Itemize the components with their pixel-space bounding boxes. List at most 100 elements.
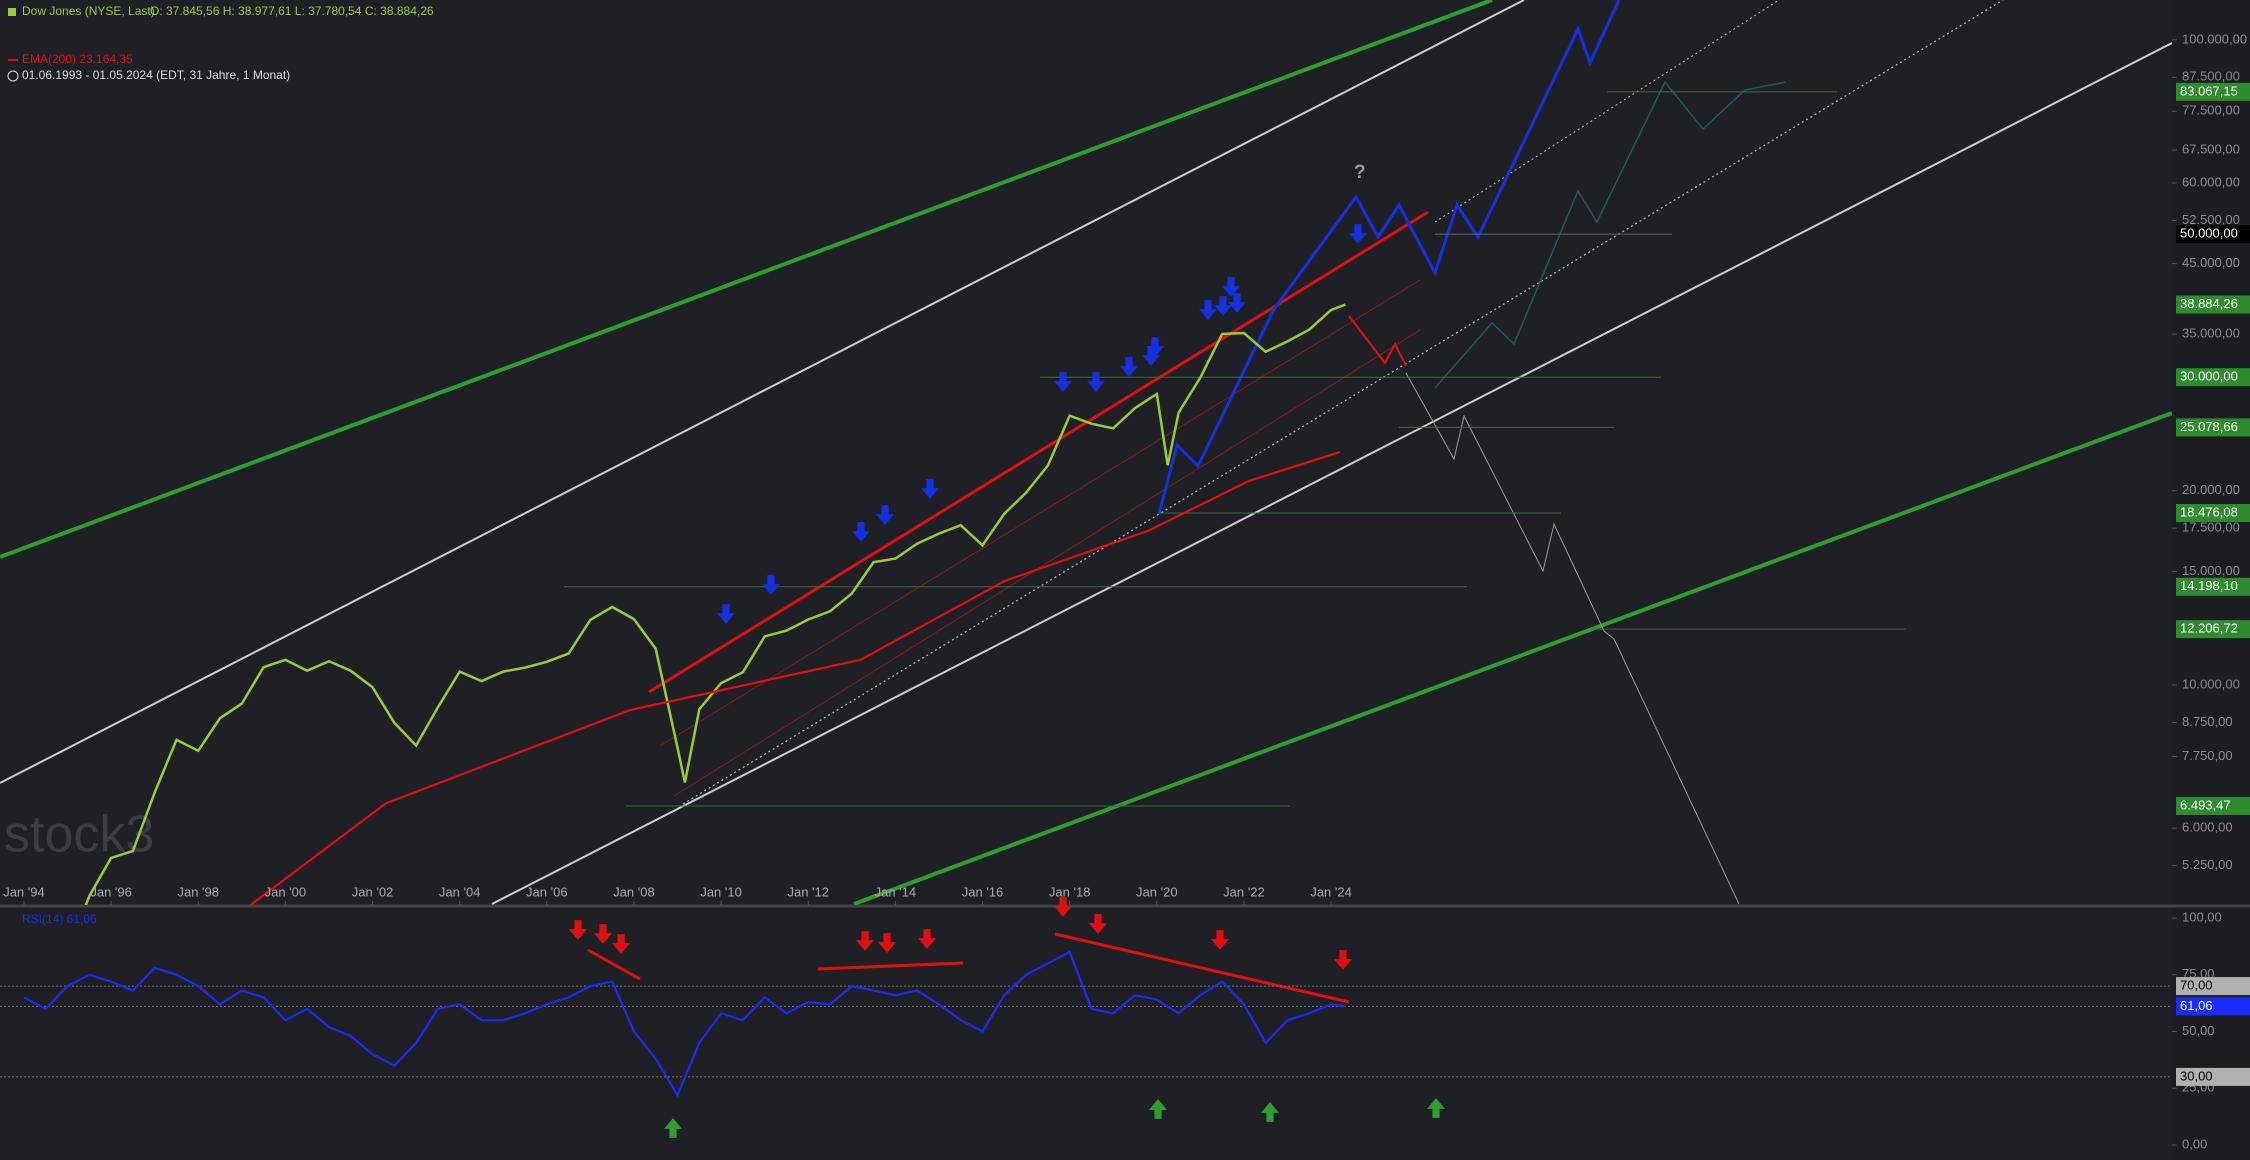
x-tick-label: Jan '12 xyxy=(787,884,829,899)
price-marker-label: 30,00 xyxy=(2180,1068,2213,1083)
signal-arrow xyxy=(1261,1102,1279,1122)
price-marker xyxy=(2176,577,2250,596)
price-marker xyxy=(2176,504,2250,523)
y-tick-label: 100,00 xyxy=(2182,909,2222,924)
trend-line xyxy=(648,210,1429,694)
series-line xyxy=(84,303,1346,905)
signal-arrow xyxy=(1334,950,1352,970)
signal-arrow xyxy=(569,920,587,940)
plot-area xyxy=(84,91,1906,905)
price-marker-label: 61,06 xyxy=(2180,998,2213,1013)
price-marker xyxy=(2176,418,2250,437)
x-tick-label: Jan '04 xyxy=(439,884,481,899)
price-marker xyxy=(2176,295,2250,314)
signal-arrow xyxy=(594,924,612,944)
y-tick-label: 77.500,00 xyxy=(2182,103,2240,118)
instrument-title: Dow Jones (NYSE, Last) xyxy=(22,4,155,18)
signal-arrow xyxy=(1199,300,1217,320)
signal-arrow xyxy=(918,929,936,949)
trend-line xyxy=(659,279,1421,747)
plot-area xyxy=(0,950,2172,1098)
signal-arrow xyxy=(1149,1099,1167,1119)
price-marker xyxy=(2176,225,2250,244)
price-marker xyxy=(2176,796,2250,815)
trend-line xyxy=(673,329,1421,797)
y-tick-label: 15.000,00 xyxy=(2182,563,2240,578)
price-marker-label: 6.493,47 xyxy=(2180,797,2231,812)
trend-line xyxy=(853,411,2172,905)
signal-arrow xyxy=(664,1118,682,1138)
y-tick-label: 67.500,00 xyxy=(2182,141,2240,156)
x-tick-label: Jan '18 xyxy=(1049,884,1091,899)
signal-arrow xyxy=(921,479,939,499)
signal-arrow xyxy=(762,575,780,595)
y-tick-label: 8.750,00 xyxy=(2182,714,2233,729)
projection xyxy=(1348,315,1407,367)
x-tick-label: Jan '06 xyxy=(526,884,568,899)
series-line xyxy=(249,451,1341,905)
y-tick-label: 35.000,00 xyxy=(2182,325,2240,340)
y-tick-label: 50,00 xyxy=(2182,1023,2215,1038)
y-tick-label: 10.000,00 xyxy=(2182,676,2240,691)
y-tick-label: 100.000,00 xyxy=(2182,31,2247,46)
price-marker-label: 38.884,26 xyxy=(2180,296,2238,311)
drawings: ? xyxy=(0,0,2172,905)
price-marker-label: 50.000,00 xyxy=(2180,226,2238,241)
y-tick-label: 60.000,00 xyxy=(2182,174,2240,189)
signal-arrow xyxy=(717,604,735,624)
y-tick-label: 6.000,00 xyxy=(2182,820,2233,835)
price-marker-label: 25.078,66 xyxy=(2180,419,2238,434)
price-marker xyxy=(2176,1067,2250,1086)
x-tick-label: Jan '22 xyxy=(1223,884,1265,899)
y-tick-label: 17.500,00 xyxy=(2182,520,2240,535)
y-tick-label: 5.250,00 xyxy=(2182,857,2233,872)
signal-arrow xyxy=(1120,357,1138,377)
x-tick-label: Jan '00 xyxy=(265,884,307,899)
price-marker-label: 14.198,10 xyxy=(2180,578,2238,593)
price-marker xyxy=(2176,620,2250,639)
signal-arrow xyxy=(1427,1098,1445,1118)
signal-arrow xyxy=(1211,930,1229,950)
signal-arrow xyxy=(1089,914,1107,934)
annotation: ? xyxy=(1354,162,1366,183)
trend-line xyxy=(587,948,641,981)
signal-arrow xyxy=(1214,296,1232,316)
projection xyxy=(1405,372,1740,905)
trend-line xyxy=(682,0,2004,805)
price-marker xyxy=(2176,368,2250,387)
signal-arrow xyxy=(852,522,870,542)
watermark: stock3 xyxy=(4,806,154,864)
price-marker-label: 83.067,15 xyxy=(2180,83,2238,98)
signal-arrow xyxy=(1054,372,1072,392)
signal-arrow xyxy=(1087,372,1105,392)
y-tick-label: 87.500,00 xyxy=(2182,69,2240,84)
signal-arrow xyxy=(878,933,896,953)
x-tick-label: Jan '96 xyxy=(90,884,132,899)
x-tick-label: Jan '14 xyxy=(875,884,917,899)
signal-arrow xyxy=(1349,224,1367,244)
signal-arrow xyxy=(1054,897,1072,917)
price-marker-label: 30.000,00 xyxy=(2180,369,2238,384)
x-tick-label: Jan '20 xyxy=(1136,884,1178,899)
x-tick-label: Jan '16 xyxy=(962,884,1004,899)
trend-line xyxy=(491,42,2172,905)
price-marker xyxy=(2176,82,2250,101)
trend-line xyxy=(1434,0,1780,223)
rsi-title: RSI(14) 61,06 xyxy=(22,912,97,926)
trend-line xyxy=(1054,932,1350,1004)
x-tick-label: Jan '94 xyxy=(3,884,45,899)
series-line xyxy=(23,950,1346,1098)
price-marker xyxy=(2176,977,2250,996)
legend-entry: EMA(200) 23.164,35 xyxy=(22,52,133,66)
price-marker xyxy=(2176,997,2250,1016)
legend-icon xyxy=(8,8,16,16)
trend-line xyxy=(0,0,1493,559)
rsi-drawings xyxy=(587,932,1350,1004)
price-marker-label: 12.206,72 xyxy=(2180,621,2238,636)
trend-line xyxy=(817,961,964,971)
ohlc-values: O: 37.845,56 H: 38.977,61 L: 37.780,54 C… xyxy=(150,4,434,18)
x-tick-label: Jan '10 xyxy=(700,884,742,899)
y-tick-label: 52.500,00 xyxy=(2182,212,2240,227)
signal-arrow xyxy=(876,505,894,525)
